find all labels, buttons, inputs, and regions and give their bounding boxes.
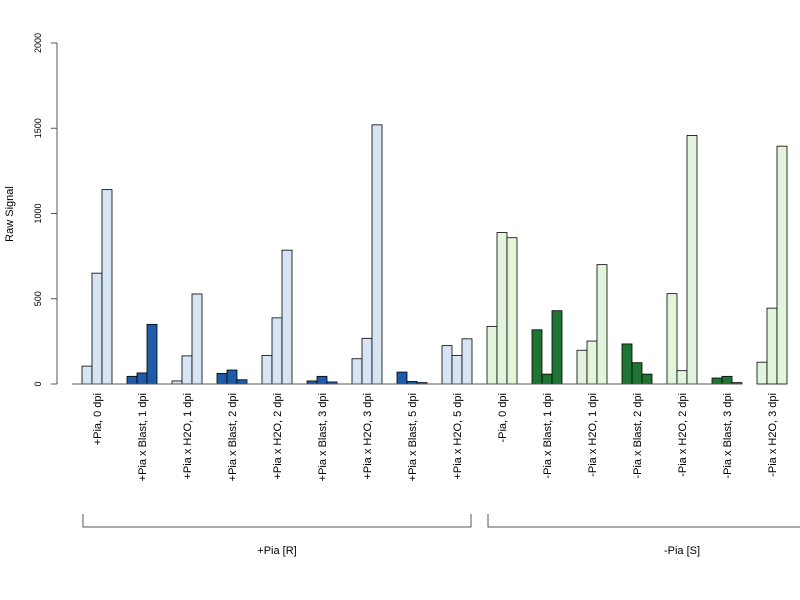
y-tick-label: 2000 (33, 33, 43, 53)
bar (711, 377, 723, 385)
group-bracket-label: +Pia [R] (257, 545, 296, 557)
x-tick-label: -Pia x Blast, 1 dpi (542, 393, 554, 479)
x-tick-label: -Pia, 0 dpi (497, 393, 509, 443)
y-tick-label: 1000 (33, 203, 43, 223)
bar (441, 345, 453, 385)
bar (686, 135, 698, 385)
bar (271, 317, 283, 385)
bar (361, 337, 373, 385)
bar (371, 124, 383, 385)
bar (101, 189, 113, 385)
x-tick-label: +Pia x H2O, 5 dpi (452, 393, 464, 480)
bar (261, 354, 273, 385)
bar (451, 354, 463, 385)
bar (776, 145, 788, 385)
bar (756, 361, 768, 385)
x-tick-label: +Pia x Blast, 1 dpi (137, 393, 149, 481)
x-tick-label: -Pia x Blast, 2 dpi (632, 393, 644, 479)
bar (506, 237, 518, 385)
x-tick-label: +Pia x Blast, 2 dpi (227, 393, 239, 481)
x-tick-label: -Pia x H2O, 2 dpi (677, 393, 689, 477)
bar (81, 365, 93, 385)
bar (461, 338, 473, 385)
bar (136, 372, 148, 385)
group-bracket-label: -Pia [S] (664, 545, 700, 557)
x-tick-label: -Pia x Blast, 3 dpi (722, 393, 734, 479)
x-tick-labels: +Pia, 0 dpi +Pia x Blast, 1 dpi +Pia x H2O… (92, 393, 779, 481)
y-axis: 0 500 1000 1500 2000 (33, 33, 58, 387)
x-tick-label: +Pia x Blast, 5 dpi (407, 393, 419, 481)
x-tick-label: -Pia x H2O, 1 dpi (587, 393, 599, 477)
group-bracket (82, 514, 472, 528)
bar (721, 375, 733, 385)
bar (351, 358, 363, 385)
y-tick-label: 1500 (33, 118, 43, 138)
bar (596, 264, 608, 385)
x-tick-label: +Pia, 0 dpi (92, 393, 104, 445)
x-tick-label: +Pia x H2O, 1 dpi (182, 393, 194, 480)
bar (766, 307, 778, 385)
bar (676, 370, 688, 385)
bar (316, 375, 328, 385)
group-brackets: +Pia [R] -Pia [S] (82, 514, 800, 557)
y-axis-label: Raw Signal (4, 186, 16, 242)
bar (551, 310, 563, 385)
x-tick-label: +Pia x Blast, 3 dpi (317, 393, 329, 481)
bar (191, 293, 203, 385)
bar (281, 249, 293, 385)
bar (666, 293, 678, 385)
y-tick-label: 0 (33, 381, 43, 386)
bar (531, 329, 543, 385)
bar (236, 379, 248, 385)
bar (91, 272, 103, 385)
bar (181, 355, 193, 385)
bar (396, 371, 408, 385)
x-tick-label: +Pia x H2O, 3 dpi (362, 393, 374, 480)
x-tick-label: -Pia x H2O, 3 dpi (767, 393, 779, 477)
bar (541, 373, 553, 385)
bar (146, 323, 158, 385)
group-bracket (487, 514, 800, 528)
bar (576, 349, 588, 385)
bar (586, 340, 598, 385)
bars (81, 124, 788, 385)
bar (631, 362, 643, 385)
bar (641, 373, 653, 385)
bar (216, 373, 228, 385)
bar (621, 343, 633, 385)
bar (226, 369, 238, 385)
x-tick-label: +Pia x H2O, 2 dpi (272, 393, 284, 480)
bar (496, 232, 508, 385)
bar (126, 375, 138, 385)
y-tick-label: 500 (33, 291, 43, 306)
bar (486, 325, 498, 385)
